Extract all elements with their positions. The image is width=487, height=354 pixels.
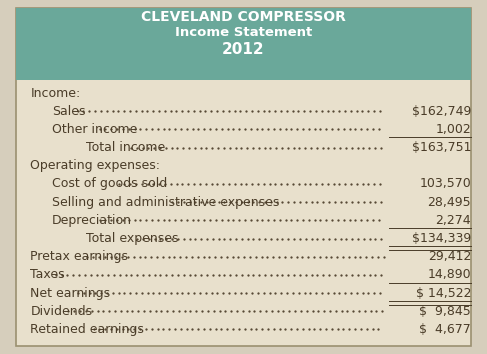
- FancyBboxPatch shape: [16, 8, 471, 346]
- Text: $  4,677: $ 4,677: [419, 323, 471, 336]
- Text: Taxes: Taxes: [31, 268, 65, 281]
- Text: Net earnings: Net earnings: [31, 287, 111, 299]
- Text: $134,339: $134,339: [412, 232, 471, 245]
- Text: $  9,845: $ 9,845: [419, 305, 471, 318]
- Text: Sales: Sales: [52, 105, 86, 118]
- Text: 1,002: 1,002: [435, 123, 471, 136]
- Text: 29,412: 29,412: [428, 250, 471, 263]
- Text: 103,570: 103,570: [419, 177, 471, 190]
- Text: Selling and administrative expenses: Selling and administrative expenses: [52, 196, 280, 209]
- Text: 2012: 2012: [222, 42, 265, 57]
- Text: Income:: Income:: [31, 86, 81, 99]
- Text: Retained earnings: Retained earnings: [31, 323, 144, 336]
- Text: Depreciation: Depreciation: [52, 214, 132, 227]
- Text: Total expenses: Total expenses: [74, 232, 179, 245]
- Text: CLEVELAND COMPRESSOR: CLEVELAND COMPRESSOR: [141, 10, 346, 24]
- Text: 2,274: 2,274: [435, 214, 471, 227]
- Text: Pretax earnings: Pretax earnings: [31, 250, 129, 263]
- Text: 28,495: 28,495: [428, 196, 471, 209]
- Text: $ 14,522: $ 14,522: [415, 287, 471, 299]
- Text: Operating expenses:: Operating expenses:: [31, 159, 160, 172]
- Text: Dividends: Dividends: [31, 305, 93, 318]
- Text: Other income: Other income: [52, 123, 138, 136]
- Text: 14,890: 14,890: [428, 268, 471, 281]
- Text: $163,751: $163,751: [412, 141, 471, 154]
- Text: Cost of goods sold: Cost of goods sold: [52, 177, 168, 190]
- FancyBboxPatch shape: [16, 8, 471, 80]
- Text: Total income: Total income: [74, 141, 165, 154]
- Text: $162,749: $162,749: [412, 105, 471, 118]
- Text: Income Statement: Income Statement: [175, 27, 312, 40]
